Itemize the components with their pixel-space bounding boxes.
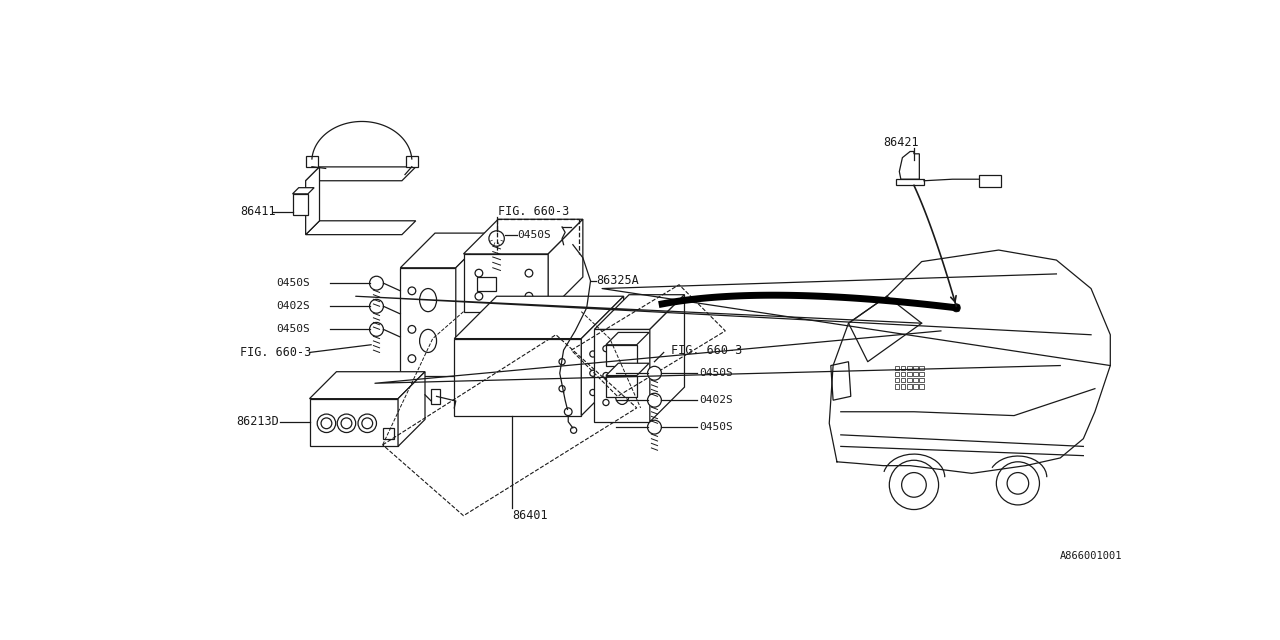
Polygon shape	[456, 233, 490, 376]
Bar	[895, 365, 900, 370]
Text: 0450S: 0450S	[276, 278, 310, 288]
Circle shape	[571, 427, 577, 433]
Bar	[919, 384, 924, 388]
Ellipse shape	[420, 330, 436, 353]
Polygon shape	[454, 296, 623, 339]
Circle shape	[370, 276, 384, 290]
Polygon shape	[594, 294, 685, 330]
Circle shape	[370, 323, 384, 336]
Bar	[901, 372, 905, 376]
Bar	[895, 372, 900, 376]
Bar	[908, 372, 911, 376]
Circle shape	[337, 414, 356, 433]
Circle shape	[489, 231, 504, 246]
Polygon shape	[310, 372, 425, 399]
Circle shape	[321, 418, 332, 429]
Text: 0402S: 0402S	[699, 395, 733, 405]
Text: 0450S: 0450S	[517, 230, 552, 239]
Bar	[908, 384, 911, 388]
Bar	[913, 372, 918, 376]
Circle shape	[901, 472, 927, 497]
Circle shape	[358, 414, 376, 433]
Text: 0450S: 0450S	[699, 368, 733, 378]
Polygon shape	[310, 399, 398, 447]
Text: 86411: 86411	[241, 205, 275, 218]
Ellipse shape	[420, 289, 436, 312]
Text: 86421: 86421	[883, 136, 919, 148]
Polygon shape	[306, 167, 320, 235]
Text: 86401: 86401	[512, 509, 548, 522]
Bar	[901, 378, 905, 383]
Text: FIG. 660-3: FIG. 660-3	[672, 344, 742, 356]
Circle shape	[370, 300, 384, 313]
Polygon shape	[594, 330, 650, 422]
Polygon shape	[605, 345, 636, 366]
Bar	[913, 384, 918, 388]
Polygon shape	[293, 188, 314, 194]
Circle shape	[317, 414, 335, 433]
Polygon shape	[979, 175, 1001, 187]
Text: 0450S: 0450S	[276, 324, 310, 334]
Bar	[895, 384, 900, 388]
Bar	[919, 365, 924, 370]
Bar	[901, 365, 905, 370]
Polygon shape	[605, 364, 649, 376]
Polygon shape	[401, 233, 490, 268]
Circle shape	[362, 418, 372, 429]
Polygon shape	[306, 156, 317, 166]
Polygon shape	[477, 277, 495, 291]
Polygon shape	[650, 294, 685, 422]
Bar	[908, 365, 911, 370]
Ellipse shape	[616, 351, 628, 370]
Circle shape	[648, 393, 662, 407]
Bar	[908, 378, 911, 383]
Polygon shape	[401, 268, 456, 376]
Text: FIG. 660-3: FIG. 660-3	[498, 205, 570, 218]
Ellipse shape	[616, 385, 628, 404]
Circle shape	[996, 462, 1039, 505]
Circle shape	[952, 304, 960, 312]
Polygon shape	[605, 376, 636, 397]
Polygon shape	[900, 152, 919, 179]
Polygon shape	[463, 220, 582, 254]
Text: 0402S: 0402S	[276, 301, 310, 311]
Circle shape	[648, 366, 662, 380]
Text: A866001001: A866001001	[1060, 551, 1121, 561]
Polygon shape	[431, 388, 440, 404]
Polygon shape	[406, 156, 419, 166]
Bar	[919, 378, 924, 383]
Circle shape	[1007, 472, 1029, 494]
Polygon shape	[306, 167, 416, 180]
Polygon shape	[548, 220, 582, 312]
Bar	[913, 378, 918, 383]
Polygon shape	[581, 296, 623, 415]
Circle shape	[890, 460, 938, 509]
Circle shape	[648, 420, 662, 434]
Polygon shape	[293, 194, 308, 216]
Circle shape	[340, 418, 352, 429]
Text: FIG. 660-3: FIG. 660-3	[241, 346, 311, 359]
Bar	[913, 365, 918, 370]
Bar	[895, 378, 900, 383]
Polygon shape	[896, 179, 924, 186]
Polygon shape	[463, 254, 548, 312]
Polygon shape	[454, 339, 581, 415]
Circle shape	[564, 408, 572, 415]
Polygon shape	[306, 221, 416, 235]
Bar	[919, 372, 924, 376]
Text: 86213D: 86213D	[237, 415, 279, 428]
Polygon shape	[605, 332, 649, 345]
Bar	[901, 384, 905, 388]
Text: 0450S: 0450S	[699, 422, 733, 432]
Polygon shape	[398, 372, 425, 447]
Text: 86325A: 86325A	[596, 275, 639, 287]
